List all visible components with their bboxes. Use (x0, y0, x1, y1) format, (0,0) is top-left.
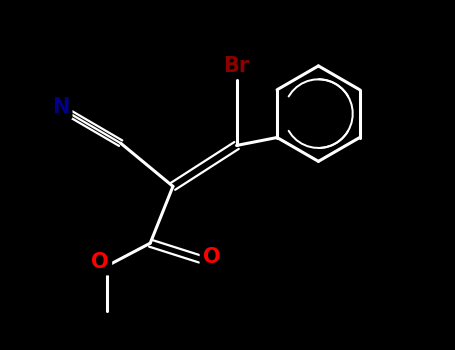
Text: O: O (91, 252, 109, 272)
Text: N: N (52, 97, 69, 117)
Text: Br: Br (223, 56, 250, 76)
Text: O: O (203, 247, 220, 267)
